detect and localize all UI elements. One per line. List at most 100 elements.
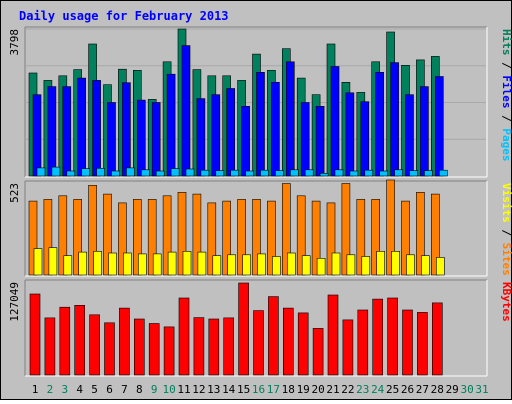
bar-visits-day-23 <box>361 256 371 276</box>
x-tick-label-day-12: 12 <box>192 383 205 396</box>
panel-kbytes-legend-part-0: KBytes <box>500 282 512 322</box>
bar-files-day-15 <box>241 106 250 177</box>
bar-files-day-8 <box>137 99 146 177</box>
bar-pages-day-26 <box>409 170 418 177</box>
bar-pages-day-17 <box>275 170 284 177</box>
x-tick-label-day-28: 28 <box>431 383 444 396</box>
x-tick-label-day-4: 4 <box>76 383 83 396</box>
bar-pages-day-7 <box>126 167 135 177</box>
bar-visits-day-8 <box>138 253 147 276</box>
bar-sites-day-19 <box>296 195 306 276</box>
bar-kbytes-day-19 <box>297 312 309 376</box>
bar-kbytes-day-16 <box>253 310 264 376</box>
x-tick-label-day-1: 1 <box>32 383 39 396</box>
panel-hits-files-pages-series-pages <box>36 166 448 177</box>
x-tick-label-day-19: 19 <box>297 383 310 396</box>
bar-pages-day-22 <box>349 170 359 177</box>
x-tick-label-day-31: 31 <box>475 383 488 396</box>
bar-visits-day-13 <box>212 255 222 276</box>
x-tick-label-day-29: 29 <box>446 383 459 396</box>
bar-visits-day-19 <box>301 255 311 276</box>
bar-sites-day-16 <box>252 199 261 276</box>
bar-files-day-7 <box>122 82 131 177</box>
bar-visits-day-3 <box>63 255 73 276</box>
bar-sites-day-27 <box>416 192 425 276</box>
panel-sites-visits-legend-part-2: Sites <box>500 243 512 276</box>
x-axis-day-labels: 1 2 3 4 5 6 7 8 9 10 11 12 13 14 15 16 17 18 19 20 21 22 23 24 2… <box>32 383 489 396</box>
bar-pages-day-23 <box>364 169 374 177</box>
bar-pages-day-1 <box>36 167 46 177</box>
bar-pages-day-20 <box>319 173 329 177</box>
bar-sites-day-13 <box>207 202 217 276</box>
bar-files-day-28 <box>434 76 444 177</box>
bar-visits-day-24 <box>376 251 386 276</box>
panel-hits-files-pages-series-files <box>32 45 444 177</box>
bar-sites-day-12 <box>192 193 202 276</box>
bar-files-day-2 <box>47 86 57 177</box>
bar-pages-day-28 <box>438 169 448 177</box>
bar-kbytes-day-25 <box>387 297 398 376</box>
x-tick-label-day-5: 5 <box>91 383 98 396</box>
bar-kbytes-day-27 <box>417 312 428 376</box>
bar-kbytes-day-7 <box>119 307 130 376</box>
bar-files-day-6 <box>107 102 116 177</box>
bar-kbytes-day-22 <box>342 319 354 376</box>
x-tick-label-day-15: 15 <box>237 383 250 396</box>
bar-pages-day-10 <box>170 168 180 177</box>
bar-sites-day-6 <box>103 193 112 276</box>
bar-kbytes-day-5 <box>89 314 100 376</box>
chart-panels: 3798 Hits / Files / Pages 523 Visits / Site… <box>8 26 512 377</box>
panel-sites-visits-series-visits <box>33 247 445 276</box>
bar-kbytes-day-12 <box>193 317 205 376</box>
x-tick-label-day-10: 10 <box>162 383 175 396</box>
panel-hits-files-pages-legend-part-0: Hits <box>500 29 512 56</box>
bar-kbytes-day-26 <box>402 309 413 376</box>
bar-sites-day-25 <box>386 179 395 276</box>
bar-files-day-4 <box>77 77 86 177</box>
bar-visits-day-5 <box>93 251 102 276</box>
bar-visits-day-16 <box>257 253 266 276</box>
bar-files-day-20 <box>315 106 325 177</box>
bar-visits-day-14 <box>227 254 236 276</box>
bar-sites-day-8 <box>133 199 142 276</box>
bar-files-day-16 <box>256 72 265 177</box>
bar-visits-day-28 <box>435 257 445 276</box>
x-tick-label-day-26: 26 <box>401 383 414 396</box>
bar-sites-day-21 <box>326 202 336 276</box>
bar-sites-day-1 <box>28 200 38 276</box>
bar-visits-day-12 <box>197 251 207 276</box>
x-tick-label-day-17: 17 <box>267 383 280 396</box>
bar-files-day-21 <box>330 66 340 177</box>
bar-files-day-11 <box>181 45 191 177</box>
bar-sites-day-3 <box>58 195 68 276</box>
x-tick-label-day-11: 11 <box>177 383 190 396</box>
bar-pages-day-19 <box>304 169 314 177</box>
panel-hits-files-pages-legend-part-3: / <box>500 109 512 129</box>
bar-files-day-19 <box>300 102 310 177</box>
bar-kbytes-day-13 <box>208 318 220 376</box>
bar-pages-day-24 <box>379 170 389 177</box>
bar-sites-day-14 <box>222 200 231 276</box>
bar-visits-day-26 <box>406 254 415 276</box>
bar-visits-day-7 <box>123 252 132 276</box>
bar-files-day-22 <box>345 92 355 177</box>
bar-sites-day-18 <box>281 183 291 276</box>
bar-files-day-23 <box>360 101 370 177</box>
bar-sites-day-2 <box>43 199 53 276</box>
bar-pages-day-9 <box>155 170 165 177</box>
bar-pages-day-8 <box>141 169 150 177</box>
bar-sites-day-24 <box>371 199 381 276</box>
bar-visits-day-6 <box>108 252 117 276</box>
bar-sites-day-26 <box>401 200 410 276</box>
x-tick-label-day-2: 2 <box>47 383 54 396</box>
panel-kbytes-series-kbytes <box>29 282 443 376</box>
panel-kbytes-ymax-label: 127049 <box>8 282 21 322</box>
bar-files-day-5 <box>92 80 101 177</box>
bar-sites-day-7 <box>118 202 127 276</box>
bar-files-day-12 <box>196 98 206 177</box>
bar-kbytes-day-15 <box>238 282 249 376</box>
bar-kbytes-day-6 <box>104 322 115 376</box>
bar-files-day-27 <box>420 86 429 177</box>
panel-sites-visits-legend-part-1: / <box>500 223 512 243</box>
